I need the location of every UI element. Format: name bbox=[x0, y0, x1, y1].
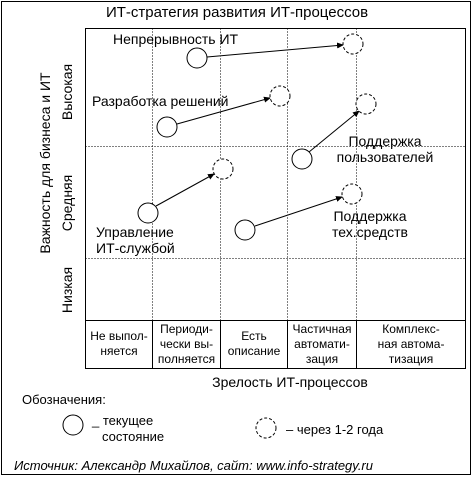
legend-heading: Обозначения: bbox=[22, 392, 106, 407]
label-tech-support-line2: тех.средств bbox=[332, 224, 408, 240]
label-service-mgmt-line1: Управление bbox=[96, 224, 174, 240]
x-level-line: ная автома- bbox=[377, 336, 445, 351]
future-state-circle bbox=[269, 85, 291, 107]
label-solutions: Разработка решений bbox=[92, 93, 229, 109]
x-level-line: описание bbox=[227, 344, 281, 358]
legend-future-label: – через 1-2 года bbox=[286, 422, 384, 437]
x-level-partial-automation: Частичная автомати- зация bbox=[288, 320, 356, 368]
label-user-support-line1: Поддержка bbox=[348, 133, 422, 149]
future-state-circle bbox=[342, 33, 364, 55]
x-level-line: автомати- bbox=[294, 336, 350, 351]
current-state-circle bbox=[234, 219, 256, 241]
x-level-line: полняется bbox=[157, 351, 216, 366]
label-tech-support-line1: Поддержка bbox=[333, 208, 407, 224]
legend-future-circle bbox=[255, 417, 277, 439]
label-tech-support: Поддержка тех.средств bbox=[322, 208, 418, 240]
x-level-line: Комплекс- bbox=[382, 321, 440, 336]
x-level-full-automation: Комплекс- ная автома- тизация bbox=[357, 320, 465, 368]
current-state-circle bbox=[291, 148, 313, 170]
diagram-title: ИТ-стратегия развития ИТ-процессов bbox=[105, 4, 369, 21]
current-state-circle bbox=[186, 47, 208, 69]
marker-solutions bbox=[156, 85, 291, 138]
x-level-line: Не выпол- bbox=[90, 329, 148, 343]
marker-user-support bbox=[291, 93, 377, 170]
x-level-documented: Есть описание bbox=[221, 320, 287, 368]
label-user-support: Поддержка пользователей bbox=[333, 133, 437, 165]
x-level-not-performed: Не выпол- няется bbox=[86, 320, 152, 368]
current-state-circle bbox=[156, 116, 178, 138]
label-continuity: Непрерывность ИТ bbox=[113, 31, 239, 47]
marker-service-mgmt bbox=[137, 158, 234, 224]
x-level-periodic: Периоди- чески вы- полняется bbox=[153, 320, 220, 368]
x-axis-label: Зрелость ИТ-процессов bbox=[212, 374, 368, 390]
x-level-line: Частичная bbox=[292, 321, 352, 336]
x-level-line: чески вы- bbox=[159, 336, 214, 351]
x-level-line: зация bbox=[305, 351, 339, 366]
x-level-line: няется bbox=[100, 344, 138, 358]
legend-current-line2: состояние bbox=[102, 429, 165, 444]
label-service-mgmt: Управление ИТ-службой bbox=[96, 224, 175, 256]
legend-current-line1: _ текущее bbox=[92, 413, 154, 428]
label-user-support-line2: пользователей bbox=[336, 149, 434, 165]
future-state-circle bbox=[212, 158, 234, 180]
marker-continuity bbox=[186, 33, 364, 69]
future-state-circle bbox=[341, 183, 363, 205]
label-service-mgmt-line2: ИТ-службой bbox=[96, 240, 175, 256]
x-level-line: тизация bbox=[388, 351, 434, 366]
future-state-circle bbox=[355, 93, 377, 115]
legend-current-circle bbox=[62, 414, 84, 436]
x-level-line: Есть bbox=[241, 329, 267, 343]
legend-current-label: _ текущее состояние bbox=[92, 413, 164, 445]
marker-tech-support bbox=[234, 183, 363, 241]
source-credit: Источник: Александр Михайлов, сайт: www.… bbox=[14, 458, 373, 473]
current-state-circle bbox=[137, 202, 159, 224]
x-level-line: Периоди- bbox=[160, 321, 213, 336]
